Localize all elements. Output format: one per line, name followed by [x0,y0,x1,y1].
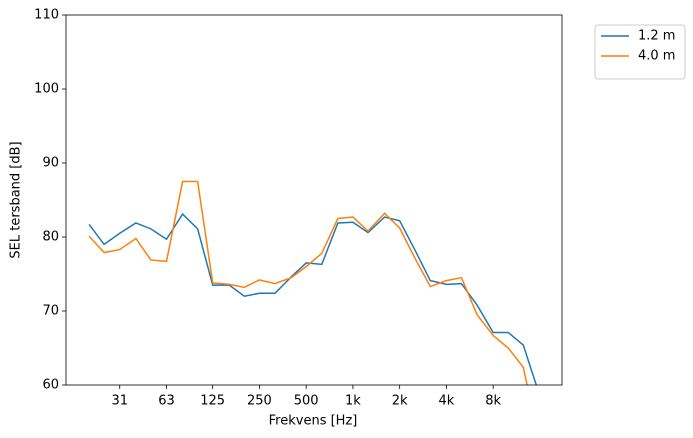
x-tick-label: 125 [200,394,225,409]
series-line [88,212,538,385]
x-tick-label: 31 [111,394,128,409]
x-tick-label: 4k [439,394,455,409]
y-tick-label: 110 [34,8,59,23]
x-tick-label: 63 [158,394,175,409]
x-tick-label: 8k [485,394,501,409]
y-tick-label: 100 [34,82,59,97]
y-tick-label: 70 [42,304,59,319]
y-tick-label: 60 [42,378,59,393]
series-line [88,180,528,385]
x-tick-label: 250 [247,394,272,409]
plot-lines [88,180,538,385]
y-axis-label: SEL tersband [dB] [9,141,24,258]
legend-label: 4.0 m [638,49,675,64]
x-tick-label: 2k [392,394,408,409]
y-tick-label: 90 [42,156,59,171]
x-axis-label: Frekvens [Hz] [269,414,358,429]
legend-box [594,24,686,80]
plot-frame [65,14,563,386]
y-tick-label: 80 [42,230,59,245]
legend-label: 1.2 m [638,29,675,44]
x-tick-label: 1k [345,394,361,409]
x-tick-label: 500 [294,394,319,409]
